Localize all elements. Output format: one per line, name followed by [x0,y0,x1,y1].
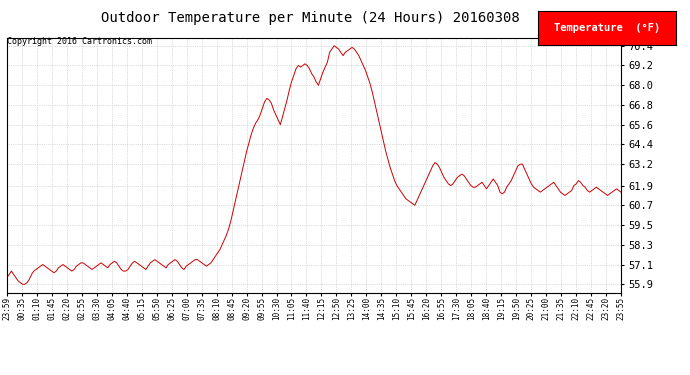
Text: Outdoor Temperature per Minute (24 Hours) 20160308: Outdoor Temperature per Minute (24 Hours… [101,11,520,25]
Text: Copyright 2016 Cartronics.com: Copyright 2016 Cartronics.com [7,38,152,46]
Text: Temperature  (°F): Temperature (°F) [554,23,660,33]
